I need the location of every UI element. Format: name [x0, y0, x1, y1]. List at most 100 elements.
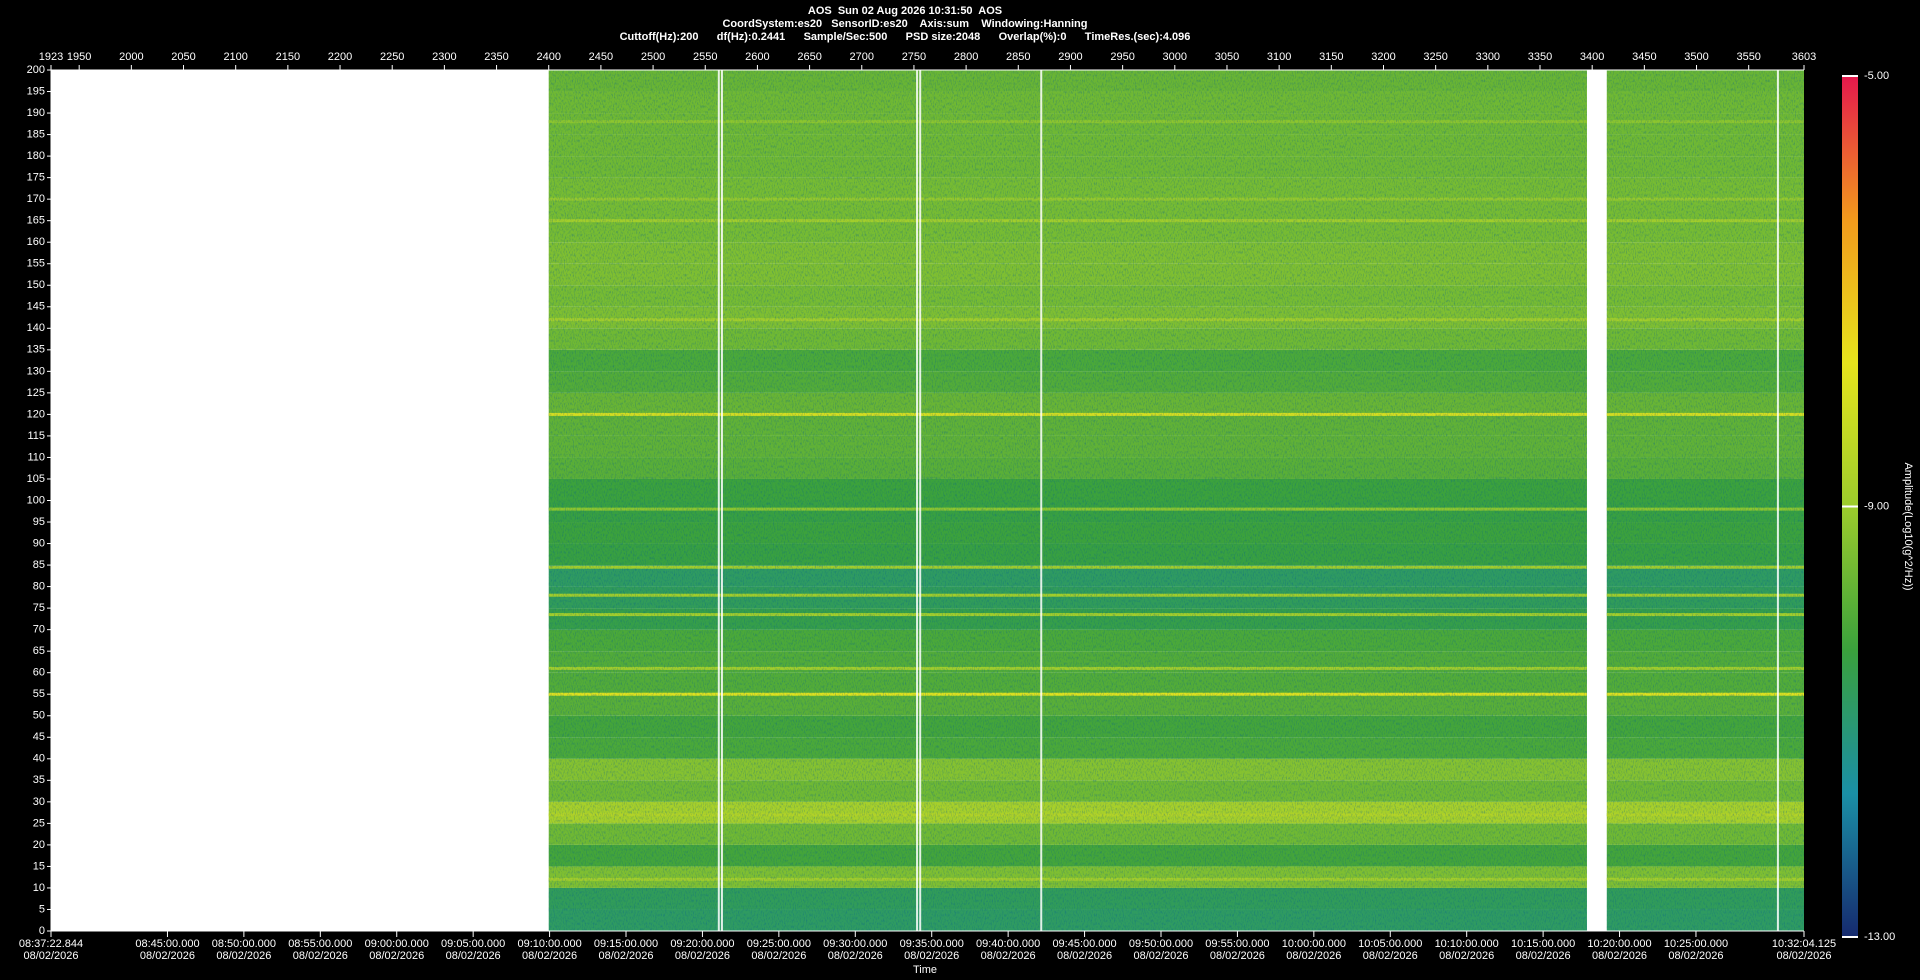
y-tick-label: 165	[27, 215, 45, 227]
x-top-tick-label: 2900	[1058, 51, 1082, 63]
x-top-tick-label: 1950	[67, 51, 91, 63]
x-top-tick-label: 3500	[1684, 51, 1708, 63]
y-tick-label: 185	[27, 128, 45, 140]
y-tick-label: 160	[27, 236, 45, 248]
x-time-tick-date: 08/02/2026	[598, 950, 653, 962]
colorbar-label: Amplitude(Log10(g^2/Hz))	[1902, 462, 1914, 590]
y-tick-label: 65	[33, 645, 45, 657]
x-time-tick-label: 09:25:00.000	[747, 938, 811, 950]
colorbar-tick-label: -5.00	[1864, 70, 1889, 82]
x-top-tick-label: 2300	[432, 51, 456, 63]
x-time-tick-date: 08/02/2026	[1668, 950, 1723, 962]
chart-subtitle: CoordSystem:es20 SensorID:es20 Axis:sum …	[722, 18, 1087, 30]
y-tick-label: 175	[27, 172, 45, 184]
y-tick-label: 30	[33, 796, 45, 808]
x-top-tick-label: 2450	[589, 51, 613, 63]
x-time-tick-date: 08/02/2026	[981, 950, 1036, 962]
y-tick-label: 40	[33, 753, 45, 765]
dropout-line	[1040, 70, 1043, 931]
y-tick-label: 0	[39, 925, 45, 937]
y-tick-label: 35	[33, 774, 45, 786]
x-time-tick-label: 09:55:00.000	[1205, 938, 1269, 950]
y-tick-label: 15	[33, 860, 45, 872]
y-tick-label: 80	[33, 581, 45, 593]
x-top-tick-label: 2650	[797, 51, 821, 63]
x-top-tick-label: 2250	[380, 51, 404, 63]
y-tick-label: 90	[33, 537, 45, 549]
y-tick-label: 140	[27, 322, 45, 334]
x-time-tick-date: 08/02/2026	[1210, 950, 1265, 962]
y-tick-label: 95	[33, 516, 45, 528]
colorbar-tick-label: -13.00	[1864, 931, 1895, 943]
y-tick-label: 60	[33, 667, 45, 679]
x-top-tick-label: 3050	[1215, 51, 1239, 63]
x-top-tick-label: 2950	[1110, 51, 1134, 63]
dropout-line	[1776, 70, 1779, 931]
y-tick-label: 45	[33, 731, 45, 743]
x-time-tick-label: 09:30:00.000	[823, 938, 887, 950]
x-top-tick-label: 2500	[641, 51, 665, 63]
x-time-tick-date: 08/02/2026	[1516, 950, 1571, 962]
y-tick-label: 135	[27, 344, 45, 356]
y-tick-label: 110	[27, 451, 45, 463]
y-tick-label: 20	[33, 839, 45, 851]
x-top-tick-label: 2750	[902, 51, 926, 63]
x-time-tick-date: 08/02/2026	[1363, 950, 1418, 962]
y-tick-label: 200	[27, 64, 45, 76]
x-time-tick-date: 08/02/2026	[293, 950, 348, 962]
x-top-tick-label: 2200	[328, 51, 352, 63]
x-top-tick-label: 2150	[276, 51, 300, 63]
x-time-tick-label: 10:32:04.125	[1772, 938, 1836, 950]
x-top-tick-label: 3300	[1476, 51, 1500, 63]
x-time-tick-label: 09:15:00.000	[594, 938, 658, 950]
x-top-tick-label: 3350	[1528, 51, 1552, 63]
x-time-tick-label: 10:15:00.000	[1511, 938, 1575, 950]
y-tick-label: 195	[27, 85, 45, 97]
x-top-tick-label: 3550	[1736, 51, 1760, 63]
y-tick-label: 155	[27, 258, 45, 270]
x-top-tick-label: 3000	[1163, 51, 1187, 63]
x-time-tick-label: 09:50:00.000	[1129, 938, 1193, 950]
y-tick-label: 75	[33, 602, 45, 614]
x-time-tick-date: 08/02/2026	[1133, 950, 1188, 962]
x-time-tick-date: 08/02/2026	[904, 950, 959, 962]
dropout-line	[916, 70, 919, 931]
x-top-tick-label: 1923	[39, 51, 63, 63]
dropout-line	[919, 70, 922, 931]
y-tick-label: 55	[33, 688, 45, 700]
x-top-tick-label: 3200	[1371, 51, 1395, 63]
x-top-tick-label: 3400	[1580, 51, 1604, 63]
x-top-tick-label: 2000	[119, 51, 143, 63]
x-time-tick-date: 08/02/2026	[751, 950, 806, 962]
x-time-tick-label: 08:45:00.000	[135, 938, 199, 950]
x-time-tick-date: 08/02/2026	[140, 950, 195, 962]
x-top-tick-label: 3603	[1792, 51, 1816, 63]
x-top-tick-label: 2100	[223, 51, 247, 63]
x-top-tick-label: 3150	[1319, 51, 1343, 63]
x-time-tick-label: 09:10:00.000	[517, 938, 581, 950]
x-time-tick-date: 08/02/2026	[1286, 950, 1341, 962]
x-top-tick-label: 2800	[954, 51, 978, 63]
x-time-tick-label: 09:35:00.000	[900, 938, 964, 950]
x-time-tick-date: 08/02/2026	[828, 950, 883, 962]
colorbar-tick-label: -9.00	[1864, 500, 1889, 512]
x-time-tick-date: 08/02/2026	[1776, 950, 1831, 962]
x-top-tick-label: 2600	[745, 51, 769, 63]
x-top-tick-label: 3450	[1632, 51, 1656, 63]
x-top-tick-label: 2050	[171, 51, 195, 63]
x-time-tick-date: 08/02/2026	[446, 950, 501, 962]
x-time-tick-label: 08:50:00.000	[212, 938, 276, 950]
x-time-tick-label: 09:45:00.000	[1052, 938, 1116, 950]
x-time-tick-label: 09:00:00.000	[365, 938, 429, 950]
y-tick-label: 5	[39, 903, 45, 915]
y-tick-label: 190	[27, 107, 45, 119]
y-tick-label: 105	[27, 473, 45, 485]
x-time-tick-label: 09:05:00.000	[441, 938, 505, 950]
x-time-tick-date: 08/02/2026	[23, 950, 78, 962]
y-tick-label: 10	[33, 882, 45, 894]
y-tick-label: 100	[27, 494, 45, 506]
x-time-tick-label: 10:10:00.000	[1435, 938, 1499, 950]
y-tick-label: 170	[27, 193, 45, 205]
x-time-tick-label: 10:00:00.000	[1282, 938, 1346, 950]
x-time-tick-label: 09:20:00.000	[670, 938, 734, 950]
